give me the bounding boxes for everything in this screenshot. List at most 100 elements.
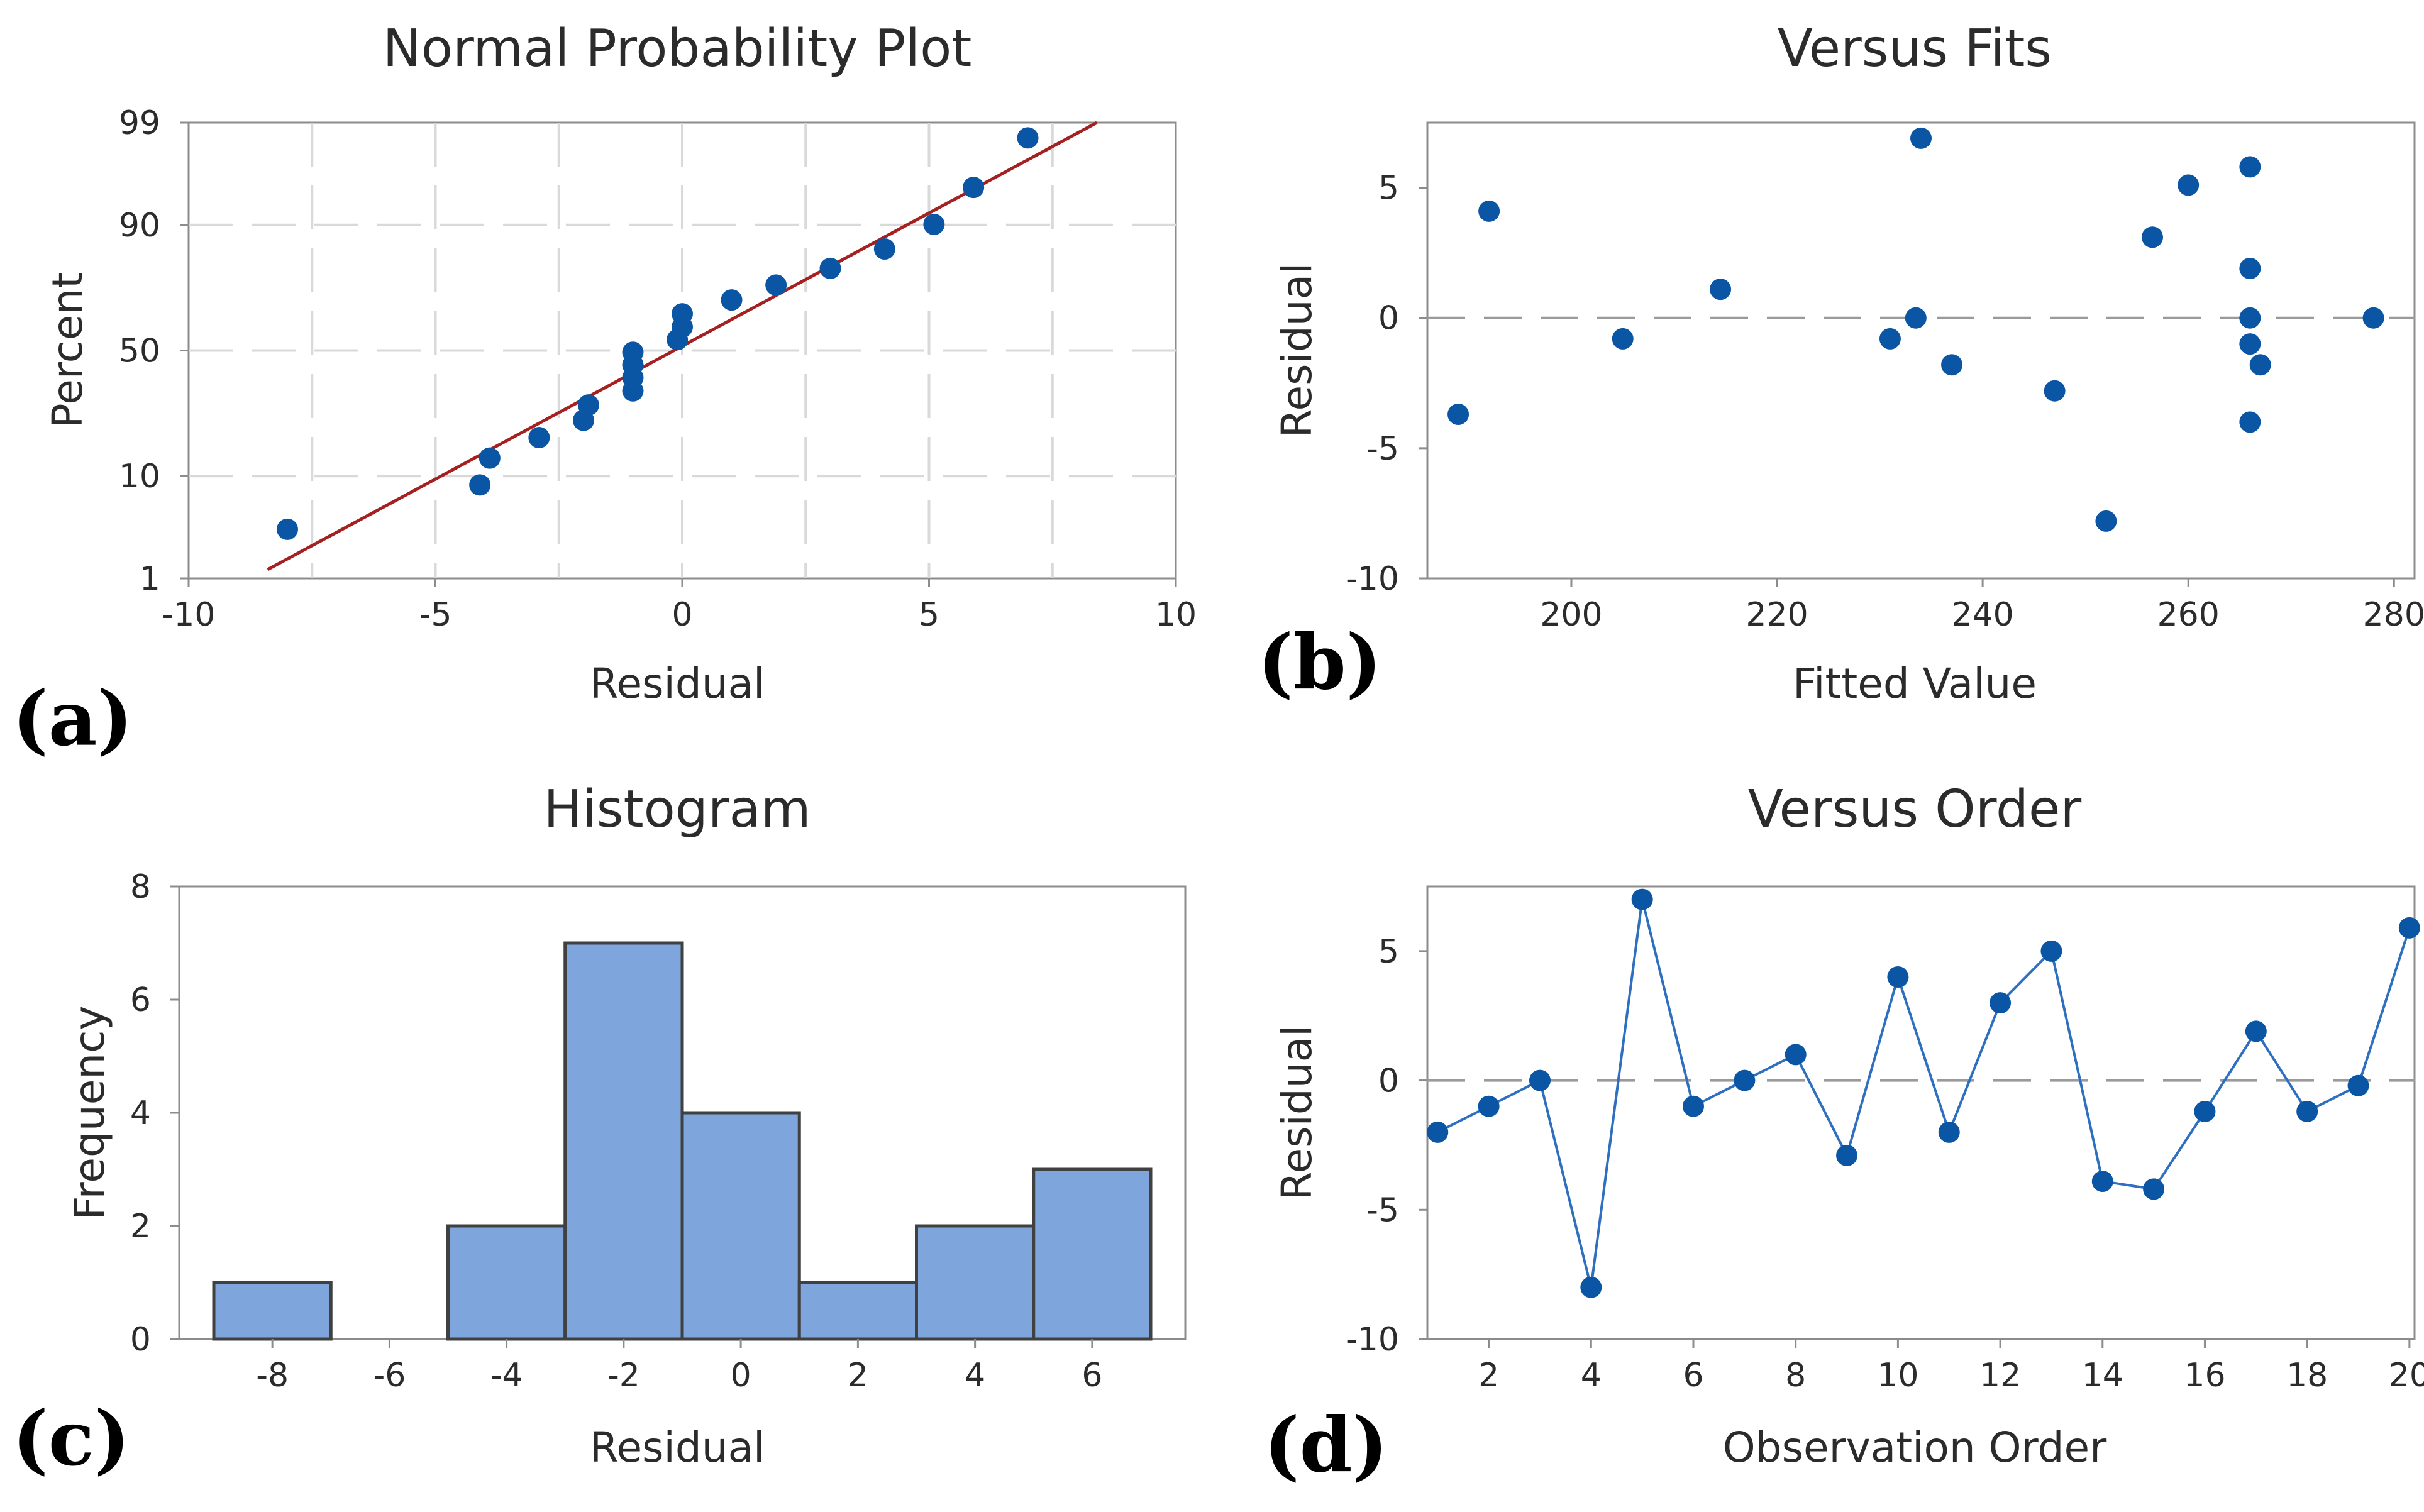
data-point [1683, 1095, 1705, 1117]
data-point [1478, 200, 1500, 222]
y-tick-label: 5 [1378, 170, 1399, 207]
plot-frame [1426, 121, 2416, 580]
x-tick-labels: -10 -5 0 5 10 [162, 578, 1197, 634]
data-point [2040, 940, 2062, 962]
x-axis-label: Residual [590, 1423, 765, 1472]
data-point [1836, 1144, 1858, 1166]
data-points [1427, 888, 2420, 1298]
data-point [1529, 1069, 1551, 1091]
data-point [1785, 1044, 1807, 1066]
panel-tag: (b) [1258, 618, 1381, 707]
data-point [1941, 354, 1963, 376]
data-point [2239, 156, 2261, 178]
x-tick-label: 16 [2184, 1357, 2225, 1394]
x-tick-label: 20 [2389, 1357, 2424, 1394]
y-tick-label: 50 [119, 333, 160, 370]
data-point [1910, 127, 1932, 149]
data-point [2044, 380, 2066, 402]
histogram-bar [680, 1111, 801, 1341]
data-point [2239, 258, 2261, 279]
data-point [1710, 279, 1732, 301]
data-point [1887, 966, 1909, 988]
data-point [1905, 307, 1927, 329]
data-point [1631, 888, 1653, 910]
data-points [277, 127, 1039, 540]
histogram-bar [446, 1224, 567, 1341]
data-point [1734, 1069, 1756, 1091]
panel-normal-probability: Normal Probability Plot -10 -5 0 5 10 1 10 50 9… [13, 19, 1197, 763]
data-point [1990, 992, 2012, 1014]
x-tick-label: 6 [1082, 1357, 1102, 1394]
x-tick-labels: 2 4 6 8 10 12 14 16 18 20 [1478, 1339, 2424, 1394]
histogram-bars [212, 941, 1153, 1341]
x-tick-label: 260 [2157, 596, 2220, 634]
data-point [2398, 917, 2420, 939]
x-tick-label: 2 [1478, 1357, 1499, 1394]
y-tick-label: 0 [1378, 300, 1399, 338]
data-point [2239, 307, 2261, 329]
data-point [1938, 1121, 1960, 1143]
y-tick-label: 99 [119, 104, 160, 142]
data-point [2347, 1074, 2369, 1096]
panel-tag: (c) [13, 1394, 130, 1483]
panel-versus-fits: Versus Fits 200 220 240 260 280 -10 -5 0 5 Fitt… [1258, 19, 2424, 708]
y-tick-label: 6 [130, 981, 151, 1019]
y-tick-labels: -10 -5 0 5 [1346, 933, 1427, 1359]
histogram-bar [1032, 1167, 1153, 1341]
y-tick-label: 0 [1378, 1062, 1399, 1100]
x-tick-label: -4 [490, 1357, 523, 1394]
grid-lines [189, 123, 1176, 578]
data-point [577, 394, 599, 416]
y-tick-label: -10 [1346, 560, 1399, 598]
data-point [622, 341, 644, 363]
panel-tag: (a) [13, 675, 133, 763]
data-point [528, 427, 550, 449]
histogram-bar [797, 1281, 918, 1341]
x-tick-label: 4 [1581, 1357, 1602, 1394]
x-tick-label: 240 [1951, 596, 2013, 634]
y-tick-label: 10 [119, 458, 160, 495]
y-axis-label: Percent [43, 272, 92, 428]
chart-title: Versus Order [1748, 780, 2082, 839]
x-tick-label: -10 [162, 596, 216, 634]
data-point [721, 289, 743, 311]
x-tick-labels: 200 220 240 260 280 [1540, 578, 2424, 634]
data-point [2362, 307, 2384, 329]
y-tick-label: 1 [140, 560, 160, 598]
data-point [2249, 354, 2271, 376]
data-point [2091, 1171, 2113, 1193]
y-tick-label: -10 [1346, 1321, 1399, 1359]
x-tick-label: 280 [2363, 596, 2424, 634]
x-tick-label: 12 [1979, 1357, 2021, 1394]
y-tick-label: -5 [1366, 1191, 1399, 1229]
y-axis-label: Residual [1273, 1025, 1321, 1201]
chart-title: Histogram [543, 780, 811, 839]
data-point [819, 257, 841, 279]
data-point [1478, 1095, 1500, 1117]
data-point [2143, 1178, 2165, 1200]
data-point [1017, 127, 1039, 149]
y-tick-label: 2 [130, 1208, 151, 1245]
data-point [963, 177, 985, 199]
histogram-bar [212, 1281, 333, 1341]
data-point [2141, 226, 2163, 248]
chart-title: Versus Fits [1778, 19, 2052, 79]
data-point [873, 238, 895, 260]
data-point [1612, 328, 1634, 350]
data-point [1879, 328, 1901, 350]
histogram-bar [915, 1224, 1036, 1341]
y-tick-label: 90 [119, 207, 160, 245]
data-point [1427, 1121, 1449, 1143]
histogram-bar [563, 941, 684, 1341]
series-line [1437, 899, 2411, 1288]
x-tick-label: -8 [256, 1357, 289, 1394]
panel-tag: (d) [1264, 1401, 1388, 1489]
y-tick-label: -5 [1366, 430, 1399, 468]
x-tick-label: -2 [607, 1357, 640, 1394]
data-point [277, 518, 298, 540]
data-point [2239, 333, 2261, 355]
x-tick-label: -5 [419, 596, 452, 634]
y-tick-label: 8 [130, 868, 151, 906]
x-tick-label: 2 [848, 1357, 868, 1394]
